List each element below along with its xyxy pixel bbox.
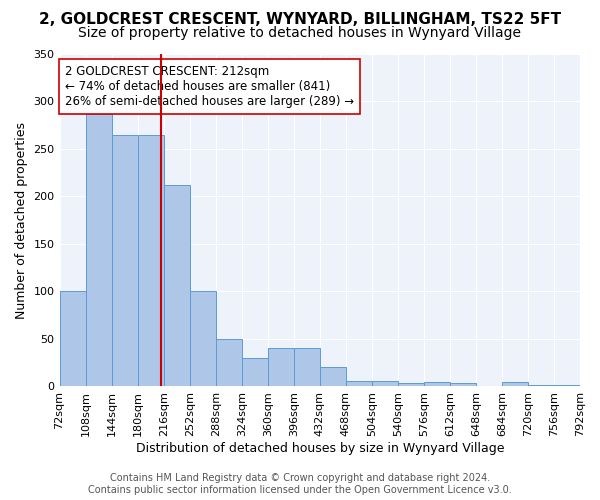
- Y-axis label: Number of detached properties: Number of detached properties: [15, 122, 28, 318]
- Bar: [424, 382, 450, 386]
- Bar: [554, 384, 580, 386]
- Bar: [346, 381, 372, 386]
- Text: Size of property relative to detached houses in Wynyard Village: Size of property relative to detached ho…: [79, 26, 521, 40]
- X-axis label: Distribution of detached houses by size in Wynyard Village: Distribution of detached houses by size …: [136, 442, 504, 455]
- Bar: [242, 358, 268, 386]
- Bar: [398, 382, 424, 386]
- Bar: [502, 382, 528, 386]
- Text: 2 GOLDCREST CRESCENT: 212sqm
← 74% of detached houses are smaller (841)
26% of s: 2 GOLDCREST CRESCENT: 212sqm ← 74% of de…: [65, 66, 355, 108]
- Bar: [215, 339, 242, 386]
- Bar: [294, 348, 320, 387]
- Bar: [372, 381, 398, 386]
- Bar: [528, 384, 554, 386]
- Bar: [320, 368, 346, 386]
- Bar: [190, 290, 215, 386]
- Bar: [450, 382, 476, 386]
- Text: Contains HM Land Registry data © Crown copyright and database right 2024.
Contai: Contains HM Land Registry data © Crown c…: [88, 474, 512, 495]
- Text: 2, GOLDCREST CRESCENT, WYNYARD, BILLINGHAM, TS22 5FT: 2, GOLDCREST CRESCENT, WYNYARD, BILLINGH…: [39, 12, 561, 28]
- Bar: [137, 134, 164, 386]
- Bar: [59, 292, 86, 386]
- Bar: [268, 348, 294, 387]
- Bar: [86, 114, 112, 386]
- Bar: [112, 134, 137, 386]
- Bar: [164, 185, 190, 386]
